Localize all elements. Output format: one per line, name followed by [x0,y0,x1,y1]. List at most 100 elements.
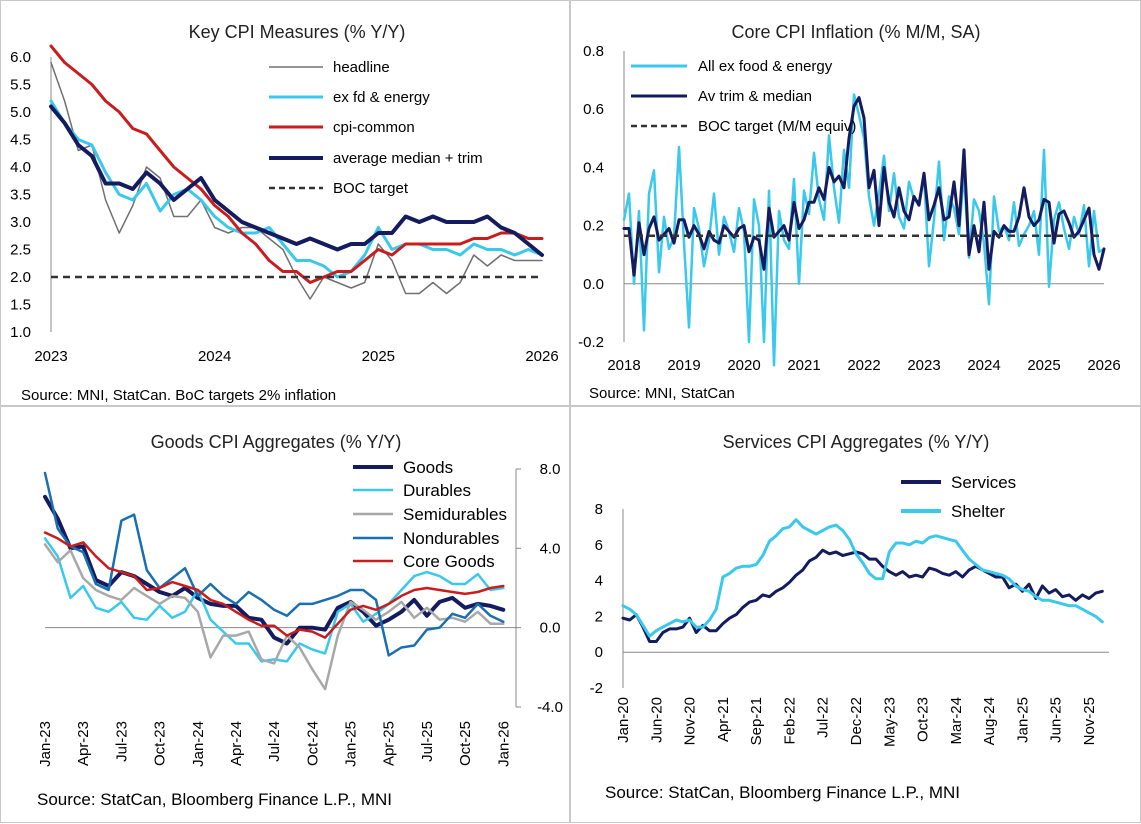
x-tick-label: 2026 [1087,357,1120,374]
services-cpi-chart: Services CPI Aggregates (% Y/Y) 8 6 4 2 0 -2 J… [590,432,1109,802]
legend-label-cpi-common: cpi-common [333,119,415,136]
y-tick-label: 0.6 [583,101,604,118]
y-tick-label: 4.0 [540,540,561,557]
x-tick-label: Dec-22 [848,697,865,745]
y-tick-label: 8 [595,501,603,518]
legend-label-headline: headline [333,59,390,76]
x-tick-label: 2023 [907,357,940,374]
y-tick-label: 4 [595,573,603,590]
x-tick-label: 2021 [787,357,820,374]
x-tick-label: 2024 [198,348,231,365]
y-tick-label: 0.2 [583,218,604,235]
x-tick-label: 2025 [362,348,395,365]
y-tick-label: 0.4 [583,159,604,176]
x-tick-label: Jun-25 [1048,697,1065,743]
x-tick-label: Jun-20 [648,697,665,743]
x-tick-label: Jan-25 [343,721,360,767]
legend-label-nondurables: Nondurables [403,529,499,548]
x-tick-label: 2018 [607,357,640,374]
legend-label-core-goods: Core Goods [403,552,495,571]
x-tick-label: Jan-25 [1014,697,1031,743]
x-tick-label: Jul-22 [815,697,832,738]
series-line-ex-fd-energy [49,99,544,279]
x-tick-label: Feb-22 [781,697,798,745]
x-tick-label: Jan-23 [37,721,54,767]
x-tick-label: Sep-21 [748,697,765,745]
y-tick-label: 0.0 [583,276,604,293]
core-cpi-panel: Core CPI Inflation (% M/M, SA) 0.8 0.6 0.4… [570,0,1141,406]
y-tick-label: -4.0 [537,699,563,716]
x-tick-label: Apr-25 [381,721,398,766]
legend-label-boc-target: BOC target [333,180,409,197]
legend-label-boc-target-mm: BOC target (M/M equiv) [698,118,856,135]
y-tick-label: 4.0 [10,159,31,176]
x-tick-label: Jul-23 [113,721,130,762]
y-tick-label: 3.5 [10,187,31,204]
x-tick-label: Jan-24 [190,721,207,767]
x-tick-label: 2024 [967,357,1000,374]
chart-source: Source: MNI, StatCan [589,385,735,402]
y-tick-label: 0 [595,644,603,661]
x-tick-label: Apr-21 [715,697,732,742]
goods-cpi-chart: Goods CPI Aggregates (% Y/Y) 8.0 4.0 0.0 -4… [37,432,563,809]
series-line-nondurables [43,471,505,657]
x-tick-label: Oct-23 [152,721,169,766]
x-tick-label: Jul-25 [419,721,436,762]
legend-label-average-median-trim: average median + trim [333,150,483,167]
y-tick-label: 1.0 [10,324,31,341]
legend-label-durables: Durables [403,481,471,500]
x-tick-label: Apr-23 [75,721,92,766]
y-tick-label: 0.0 [540,620,561,637]
x-tick-label: Oct-24 [304,721,321,766]
x-tick-label: 2020 [727,357,760,374]
legend-label-shelter: Shelter [951,502,1005,521]
legend-label-all-ex-food-energy: All ex food & energy [698,58,833,75]
x-tick-label: Jan-26 [495,721,512,767]
x-tick-label: Oct-23 [915,697,932,742]
y-tick-label: 2 [595,608,603,625]
chart-source: Source: StatCan, Bloomberg Finance L.P.,… [605,783,960,802]
legend-label-av-trim-median: Av trim & median [698,88,812,105]
legend-label-services: Services [951,473,1016,492]
series-line-cpi-common [49,44,544,284]
series-line-av-trim-median [622,96,1106,277]
x-tick-label: Nov-25 [1081,697,1098,745]
x-tick-label: Nov-20 [682,697,699,745]
y-tick-label: 1.5 [10,297,31,314]
y-tick-label: 3.0 [10,214,31,231]
series-line-semidurables [43,543,505,691]
series-line-core-goods [43,531,505,639]
goods-cpi-panel: Goods CPI Aggregates (% Y/Y) 8.0 4.0 0.0 -4… [0,406,570,823]
chart-title: Goods CPI Aggregates (% Y/Y) [151,432,402,452]
series-line-durables [43,537,505,663]
y-tick-label: 2.0 [10,269,31,286]
y-tick-label: 6 [595,537,603,554]
legend-label-semidurables: Semidurables [403,505,507,524]
y-tick-label: -2 [590,680,603,697]
x-tick-label: 2023 [34,348,67,365]
x-tick-label: 2022 [847,357,880,374]
chart-title: Key CPI Measures (% Y/Y) [189,22,406,42]
x-tick-label: Apr-24 [228,721,245,766]
x-tick-label: May-23 [881,697,898,747]
x-tick-label: Oct-25 [457,721,474,766]
y-tick-label: 4.5 [10,132,31,149]
series-line-average-median-trim [49,104,544,257]
core-cpi-chart: Core CPI Inflation (% M/M, SA) 0.8 0.6 0.4… [578,22,1121,402]
chart-title: Services CPI Aggregates (% Y/Y) [723,432,990,452]
x-tick-label: Jul-24 [266,721,283,762]
y-tick-label: 5.5 [10,77,31,94]
y-tick-label: 8.0 [540,461,561,478]
x-tick-label: 2025 [1027,357,1060,374]
chart-title: Core CPI Inflation (% M/M, SA) [731,22,980,42]
chart-source: Source: StatCan, Bloomberg Finance L.P.,… [37,790,392,809]
key-cpi-panel: Key CPI Measures (% Y/Y) 6.0 5.5 5.0 4.5 4.0… [0,0,570,406]
chart-source: Source: MNI, StatCan. BoC targets 2% inf… [21,387,336,404]
series-line-shelter [621,518,1104,638]
y-tick-label: 2.5 [10,242,31,259]
legend-label-goods: Goods [403,458,453,477]
services-cpi-panel: Services CPI Aggregates (% Y/Y) 8 6 4 2 0 -2 J… [570,406,1141,823]
x-tick-label: 2019 [667,357,700,374]
y-tick-label: 6.0 [10,49,31,66]
x-tick-label: Aug-24 [981,697,998,745]
